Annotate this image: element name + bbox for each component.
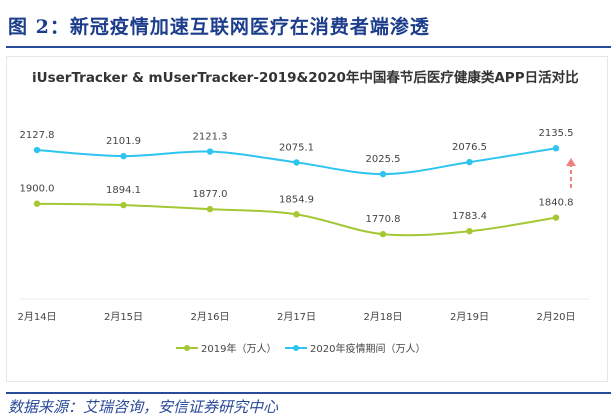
data-point bbox=[552, 214, 560, 221]
data-point bbox=[293, 159, 300, 166]
data-label: 1770.8 bbox=[366, 214, 401, 225]
data-point bbox=[120, 201, 127, 209]
legend-marker bbox=[293, 345, 299, 351]
data-label: 2121.3 bbox=[193, 132, 228, 143]
x-tick-label: 2月16日 bbox=[190, 311, 229, 323]
data-point bbox=[466, 158, 473, 166]
data-label: 1840.8 bbox=[539, 198, 574, 209]
data-point bbox=[206, 148, 214, 155]
x-tick-label: 2月19日 bbox=[450, 311, 489, 323]
figure-title: 图 2：新冠疫情加速互联网医疗在消费者端渗透 bbox=[8, 16, 430, 38]
x-tick-label: 2月14日 bbox=[17, 311, 56, 323]
data-label: 1900.0 bbox=[20, 184, 55, 195]
data-point bbox=[120, 152, 127, 160]
data-point bbox=[206, 205, 214, 213]
data-point bbox=[379, 230, 387, 238]
x-tick-label: 2月18日 bbox=[363, 311, 402, 323]
data-point bbox=[33, 146, 41, 154]
title-rule bbox=[6, 46, 611, 48]
chart-title: iUserTracker & mUserTracker-2019&2020年中国… bbox=[32, 70, 579, 86]
source-rule bbox=[6, 392, 611, 394]
x-tick-label: 2月17日 bbox=[277, 311, 316, 323]
data-label: 1877.0 bbox=[193, 189, 228, 200]
data-label: 2025.5 bbox=[366, 154, 401, 165]
data-label: 2076.5 bbox=[452, 142, 487, 153]
data-point bbox=[552, 145, 560, 152]
legend-label: 2019年（万人） bbox=[201, 342, 276, 355]
data-point bbox=[379, 170, 387, 178]
data-label: 2075.1 bbox=[279, 142, 314, 153]
x-tick-label: 2月15日 bbox=[104, 311, 143, 323]
data-label: 2135.5 bbox=[539, 128, 574, 139]
x-tick-label: 2月20日 bbox=[536, 311, 575, 323]
data-point bbox=[293, 211, 300, 218]
data-label: 1783.4 bbox=[452, 211, 487, 222]
chart-frame bbox=[6, 56, 608, 382]
legend-marker bbox=[184, 345, 190, 351]
data-point bbox=[466, 227, 473, 235]
source-note: 数据来源：艾瑞咨询，安信证券研究中心 bbox=[8, 398, 279, 416]
data-label: 1894.1 bbox=[106, 185, 141, 196]
data-label: 2127.8 bbox=[20, 130, 55, 141]
arrow-up-icon bbox=[566, 158, 576, 166]
data-point bbox=[33, 200, 41, 207]
data-label: 2101.9 bbox=[106, 136, 141, 147]
legend-label: 2020年疫情期间（万人） bbox=[310, 342, 425, 355]
data-label: 1854.9 bbox=[279, 194, 314, 205]
